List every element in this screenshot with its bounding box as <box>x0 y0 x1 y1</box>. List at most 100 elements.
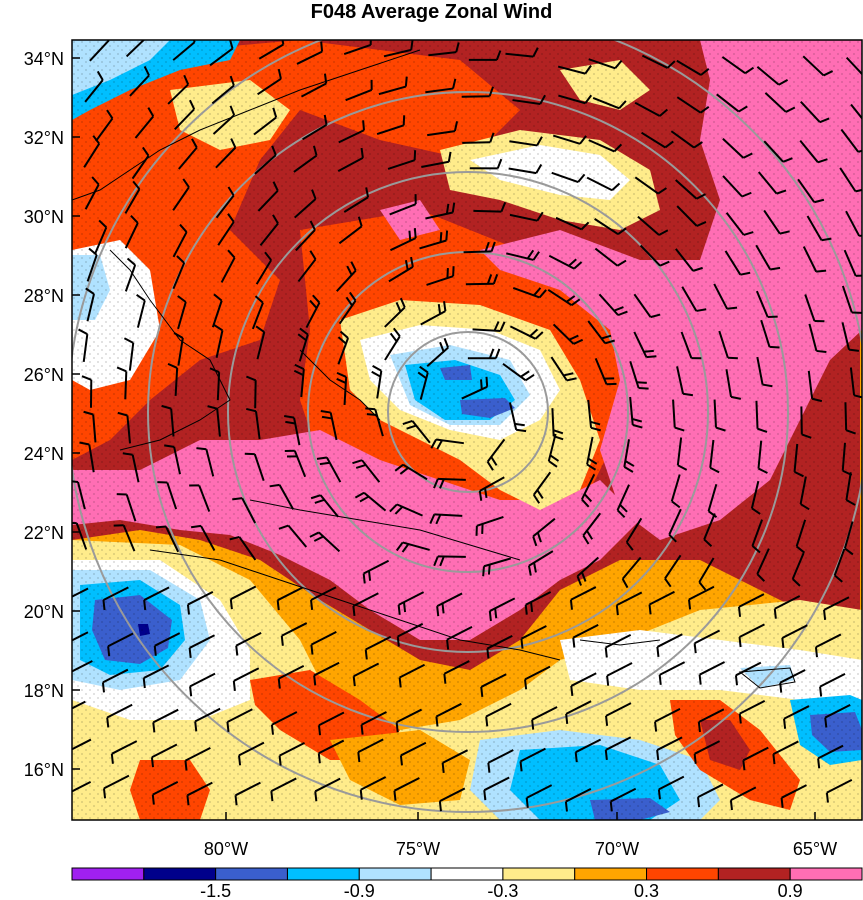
wind-barb <box>270 711 298 735</box>
wind-barb <box>131 146 150 180</box>
wind-barb <box>843 249 862 277</box>
wind-barb <box>316 456 342 483</box>
wind-barb <box>676 437 688 471</box>
longitude-axis: 80°W 75°W 70°W 65°W <box>204 812 837 859</box>
wind-barb <box>376 115 406 135</box>
wind-barb <box>196 447 215 477</box>
wind-barb <box>296 41 324 65</box>
wind-barb <box>588 58 623 70</box>
wind-barb <box>722 175 752 198</box>
wind-barb <box>417 365 429 400</box>
wind-barb <box>572 623 599 648</box>
wind-barb <box>780 784 807 808</box>
wind-barb <box>524 591 552 615</box>
wind-barb <box>840 128 862 153</box>
wind-barb <box>738 699 766 724</box>
wind-barb <box>668 508 682 543</box>
wind-barb <box>525 784 553 808</box>
latitude-label: 18°N <box>24 681 64 701</box>
wind-barb <box>213 324 224 358</box>
longitude-label: 65°W <box>793 839 837 859</box>
wind-barb <box>697 708 725 733</box>
wind-barb <box>505 47 539 58</box>
wind-barb <box>101 668 129 693</box>
colorbar-label: 0.9 <box>778 881 803 900</box>
wind-barb <box>616 484 630 519</box>
wind-barb <box>675 248 703 272</box>
wind-barb <box>122 452 140 483</box>
wind-barb <box>823 596 850 620</box>
wind-barb <box>217 213 235 246</box>
wind-barb <box>592 97 627 110</box>
wind-barb <box>586 176 621 192</box>
wind-barb <box>465 274 499 286</box>
wind-barb <box>807 370 823 403</box>
wind-barb <box>707 484 718 518</box>
wind-barb <box>508 163 543 175</box>
wind-barb <box>429 513 463 525</box>
wind-barb <box>519 747 546 772</box>
wind-barb <box>259 214 279 246</box>
latitude-label: 20°N <box>24 602 64 622</box>
wind-barb <box>486 438 506 471</box>
wind-barb <box>588 139 623 153</box>
wind-barb <box>293 145 318 173</box>
wind-barb <box>482 557 512 577</box>
wind-barb <box>297 250 317 283</box>
colorbar-swatch <box>574 867 648 881</box>
wind-barb <box>781 624 808 649</box>
wind-barb <box>594 218 627 236</box>
wind-barb <box>508 402 527 433</box>
latitude-axis: 34°N 32°N 30°N 28°N 26°N 24°N 22°N 20°N 18°N 16°N <box>24 49 80 780</box>
wind-barb <box>215 186 235 219</box>
wind-barb <box>102 774 130 799</box>
wind-barb <box>506 249 540 261</box>
wind-barb <box>151 781 179 805</box>
wind-barb <box>605 702 632 726</box>
wind-barb <box>633 331 657 359</box>
wind-barb <box>107 632 134 657</box>
wind-barb <box>294 189 317 219</box>
wind-barb <box>284 414 301 446</box>
wind-barb <box>106 703 133 728</box>
wind-barb <box>220 249 236 283</box>
wind-barb <box>83 410 97 443</box>
wind-barb <box>172 178 190 211</box>
wind-barb <box>582 512 602 545</box>
wind-barb <box>278 524 308 548</box>
wind-barb <box>548 254 583 270</box>
wind-barb <box>680 331 702 360</box>
wind-barb <box>713 283 738 310</box>
wind-barb <box>795 519 807 554</box>
wind-barb <box>763 140 793 163</box>
wind-barb <box>124 180 141 214</box>
wind-barb <box>587 399 601 432</box>
wind-barb <box>670 130 703 149</box>
wind-barb <box>378 76 408 96</box>
wind-barb <box>824 703 851 728</box>
wind-barb <box>751 519 764 554</box>
longitude-label: 75°W <box>396 839 440 859</box>
colorbar-swatch <box>430 867 504 881</box>
wind-barb <box>232 497 257 524</box>
wind-barb <box>709 439 720 474</box>
wind-barb <box>389 503 423 517</box>
wind-barb <box>211 75 235 105</box>
wind-barb <box>255 251 273 285</box>
wind-barb <box>425 202 456 220</box>
wind-barb <box>72 780 92 793</box>
wind-barb <box>606 662 633 686</box>
wind-barb <box>552 323 584 345</box>
wind-barb <box>621 556 642 589</box>
wind-barb <box>557 64 592 75</box>
wind-barb <box>756 356 773 388</box>
wind-barb <box>427 121 459 137</box>
range-rings <box>72 40 862 813</box>
wind-barb <box>756 66 789 86</box>
wind-barb <box>394 463 428 481</box>
wind-barb <box>634 101 668 117</box>
wind-barb <box>547 288 581 306</box>
colorbar-label: -0.3 <box>487 881 518 900</box>
wind-barb <box>211 293 223 328</box>
